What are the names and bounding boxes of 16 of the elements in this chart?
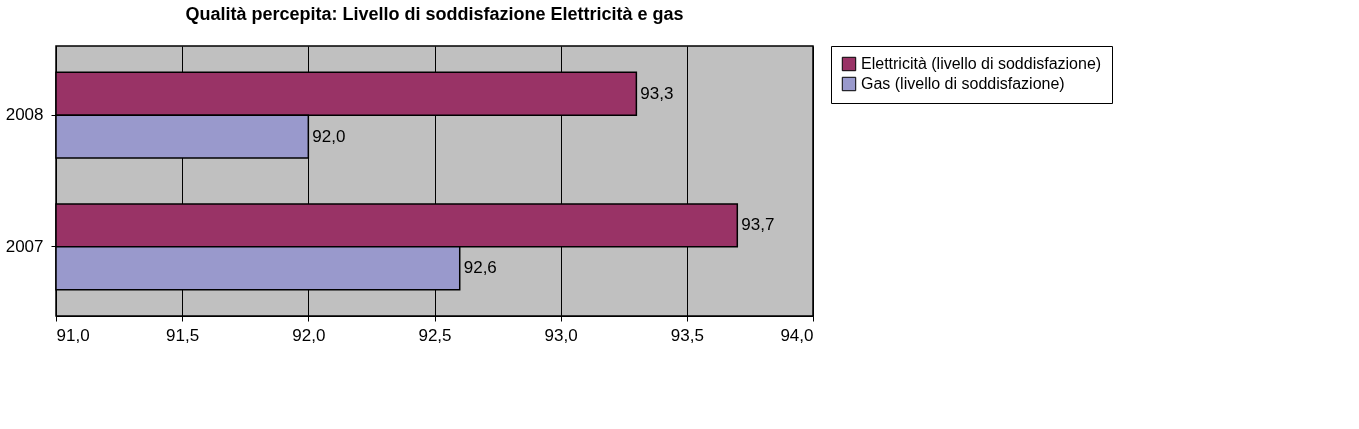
- data-label: 93,7: [741, 215, 775, 235]
- data-label: 92,6: [463, 258, 497, 278]
- legend-label: Elettricità (livello di soddisfazione): [861, 55, 1102, 72]
- x-tick-label: 91,0: [56, 325, 90, 345]
- x-tick-label: 94,0: [780, 325, 814, 345]
- x-tick-label: 91,5: [166, 325, 200, 345]
- data-label: 93,3: [640, 83, 674, 103]
- chart-title: Qualità percepita: Livello di soddisfazione Elettricità e gas: [185, 3, 684, 24]
- x-tick-label: 92,5: [418, 325, 452, 345]
- x-tick-label: 93,0: [544, 325, 578, 345]
- y-tick-label: 2007: [5, 236, 44, 256]
- y-tick-label: 2008: [5, 105, 44, 125]
- x-tick-label: 93,5: [670, 325, 704, 345]
- x-tick-label: 92,0: [292, 325, 326, 345]
- data-label: 92,0: [312, 126, 346, 146]
- legend-label: Gas (livello di soddisfazione): [861, 75, 1065, 92]
